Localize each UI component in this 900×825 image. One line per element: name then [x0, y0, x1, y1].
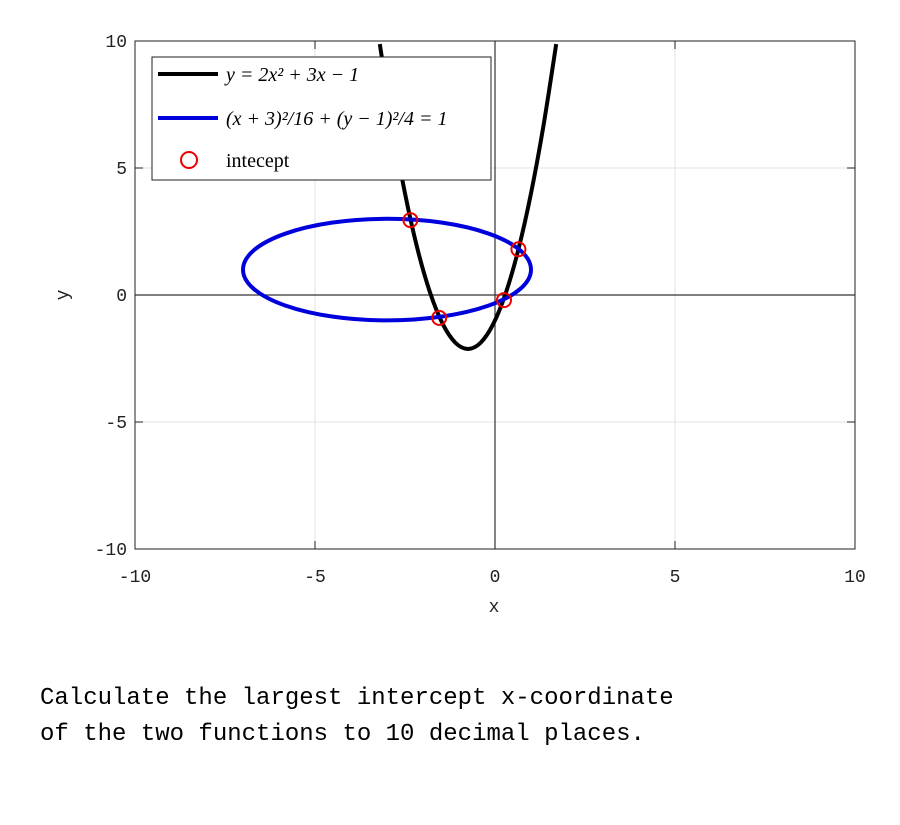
x-tick-label: -10: [119, 568, 151, 588]
legend-label: y = 2x² + 3x − 1: [224, 64, 359, 86]
intercept-point: [510, 241, 527, 258]
parabola-curve: [377, 43, 559, 351]
intercept-point: [496, 292, 512, 309]
legend-label: (x + 3)²/16 + (y − 1)²/4 = 1: [226, 108, 447, 130]
y-tick-label: -10: [95, 541, 127, 561]
x-tick-label: 5: [670, 568, 681, 588]
intercept-point: [431, 309, 448, 326]
legend-box: [151, 56, 492, 181]
y-tick-label: 0: [116, 287, 127, 307]
legend-label: intecept: [226, 150, 290, 172]
legend-symbol: [180, 151, 198, 169]
ellipse-curve: [240, 216, 534, 323]
x-tick-label: -5: [304, 568, 326, 588]
x-tick-label: 10: [844, 568, 866, 588]
y-tick-label: 10: [105, 33, 127, 53]
x-axis-label: x: [489, 598, 500, 618]
intercept-point: [402, 212, 419, 229]
x-tick-label: 0: [490, 568, 501, 588]
plot-frame: [134, 40, 856, 550]
y-tick-label: 5: [116, 160, 127, 180]
y-tick-label: -5: [105, 414, 127, 434]
question-line: of the two functions to 10 decimal place…: [40, 721, 645, 748]
y-axis-label: y: [54, 289, 74, 300]
question-line: Calculate the largest intercept x-coordi…: [40, 685, 674, 712]
